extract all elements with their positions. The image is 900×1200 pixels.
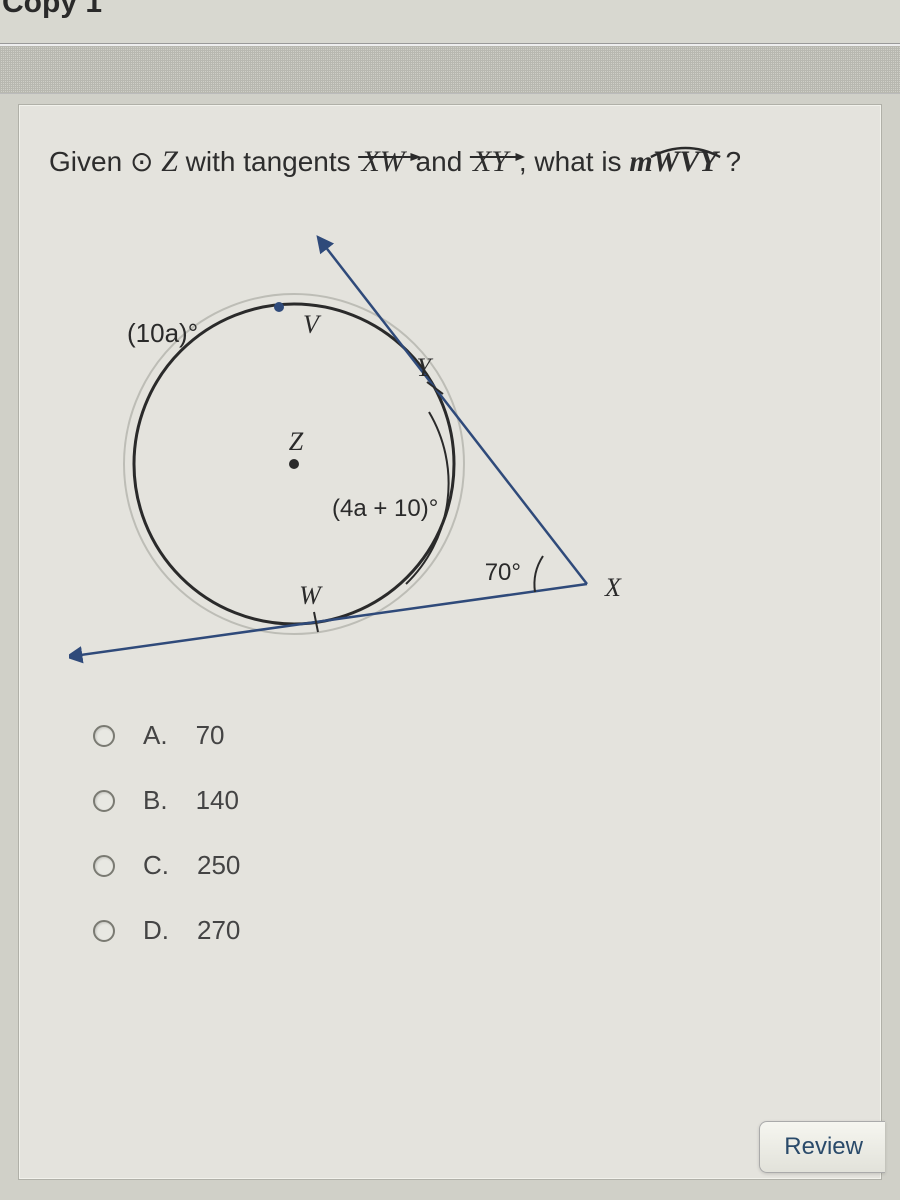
svg-text:W: W xyxy=(299,581,323,610)
radio-icon[interactable] xyxy=(93,790,115,812)
answer-option[interactable]: A. 70 xyxy=(93,720,851,751)
svg-text:70°: 70° xyxy=(485,559,521,586)
toolbar-dither xyxy=(0,44,900,94)
q-with: with tangents xyxy=(178,146,359,177)
radio-icon[interactable] xyxy=(93,855,115,877)
option-letter: B. xyxy=(143,785,168,816)
option-letter: A. xyxy=(143,720,168,751)
review-label: Review xyxy=(784,1133,863,1161)
ray-xw: XW xyxy=(358,139,407,184)
option-value: 140 xyxy=(196,785,239,816)
option-value: 70 xyxy=(196,720,225,751)
radio-icon[interactable] xyxy=(93,725,115,747)
tab-copy[interactable]: Copy 1 xyxy=(2,0,102,20)
option-value: 250 xyxy=(197,850,240,881)
question-panel: Given ⊙ Z with tangents XW and XY , xyxy=(18,104,882,1180)
q-what: , what is xyxy=(511,146,629,177)
answer-list: A. 70 B. 140 C. 250 D. 270 xyxy=(93,720,851,946)
svg-text:X: X xyxy=(604,573,622,602)
center-z: Z xyxy=(161,145,178,178)
answer-option[interactable]: C. 250 xyxy=(93,850,851,881)
svg-text:Y: Y xyxy=(417,353,434,382)
svg-text:V: V xyxy=(303,310,322,339)
option-letter: C. xyxy=(143,850,169,881)
circle-diagram: Z V W Y X 70° (10a)° (4a + 10)° xyxy=(69,224,629,684)
q-prefix: Given xyxy=(49,146,130,177)
answer-option[interactable]: B. 140 xyxy=(93,785,851,816)
ray-xy: XY xyxy=(470,139,511,184)
option-value: 270 xyxy=(197,915,240,946)
answer-option[interactable]: D. 270 xyxy=(93,915,851,946)
question-text: Given ⊙ Z with tangents XW and XY , xyxy=(49,139,851,184)
review-button[interactable]: Review xyxy=(759,1121,885,1173)
svg-text:(10a)°: (10a)° xyxy=(127,318,198,348)
window-titlebar: Copy 1 xyxy=(0,0,900,44)
circle-symbol: ⊙ xyxy=(130,146,153,177)
arc-wvy: WVY xyxy=(653,139,718,184)
svg-text:Z: Z xyxy=(289,427,304,456)
svg-text:(4a + 10)°: (4a + 10)° xyxy=(332,495,438,522)
option-letter: D. xyxy=(143,915,169,946)
radio-icon[interactable] xyxy=(93,920,115,942)
